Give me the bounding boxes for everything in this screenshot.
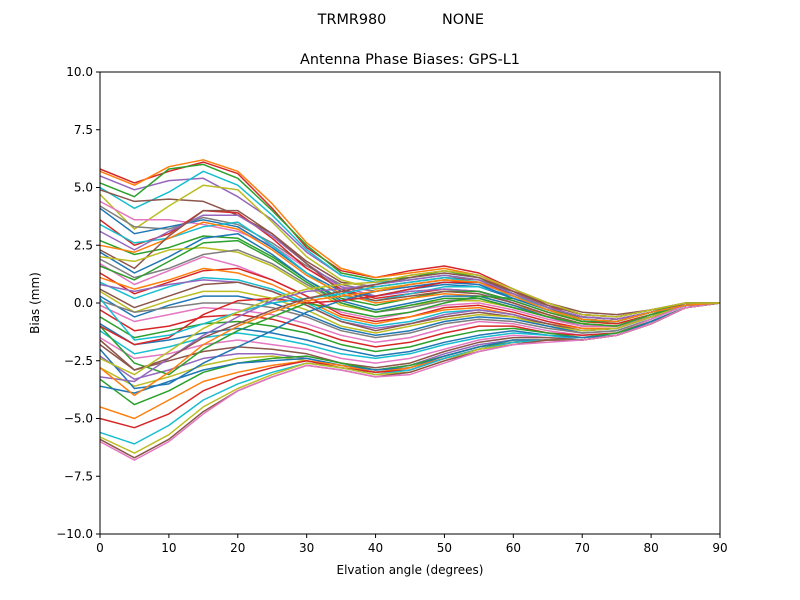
series-line-46 — [99, 302, 721, 461]
y-tick-label: −2.5 — [64, 354, 93, 368]
x-tick-label: 50 — [437, 541, 452, 555]
series-line-50 — [99, 274, 721, 383]
x-tick-label: 0 — [96, 541, 104, 555]
y-tick-label: −10.0 — [56, 527, 93, 541]
x-tick-label: 60 — [506, 541, 521, 555]
y-tick-label: 10.0 — [66, 65, 93, 79]
plot-frame — [99, 71, 721, 535]
suptitle-left: TRMR980 — [317, 12, 387, 28]
x-tick-label: 70 — [575, 541, 590, 555]
y-tick-label: 5.0 — [74, 181, 93, 195]
series-line-29 — [99, 299, 721, 339]
x-tick-label: 90 — [712, 541, 727, 555]
y-tick-label: 0.0 — [74, 296, 93, 310]
y-axis-ticks: −10.0 −7.5 −5.0 −2.5 0.0 2.5 5.0 7.5 10.0 — [56, 65, 100, 541]
series-line-21 — [99, 239, 721, 327]
suptitle-right: NONE — [442, 12, 484, 28]
x-axis-label: Elvation angle (degrees) — [337, 563, 484, 577]
chart-title: Antenna Phase Biases: GPS-L1 — [300, 52, 520, 68]
x-tick-label: 40 — [368, 541, 383, 555]
y-axis-label: Bias (mm) — [28, 272, 42, 334]
x-axis-ticks: 0 10 20 30 40 50 60 70 80 90 — [96, 534, 728, 555]
x-tick-label: 30 — [299, 541, 314, 555]
x-tick-label: 10 — [161, 541, 176, 555]
series-line-54 — [99, 269, 720, 376]
y-tick-label: −5.0 — [64, 412, 93, 426]
x-tick-label: 80 — [643, 541, 658, 555]
y-tick-label: 2.5 — [74, 238, 93, 252]
series-line-27 — [99, 290, 721, 334]
series-layer — [99, 159, 721, 461]
y-tick-label: 7.5 — [74, 123, 93, 137]
series-line-52 — [99, 279, 721, 397]
y-tick-label: −7.5 — [64, 469, 93, 483]
x-tick-label: 20 — [230, 541, 245, 555]
